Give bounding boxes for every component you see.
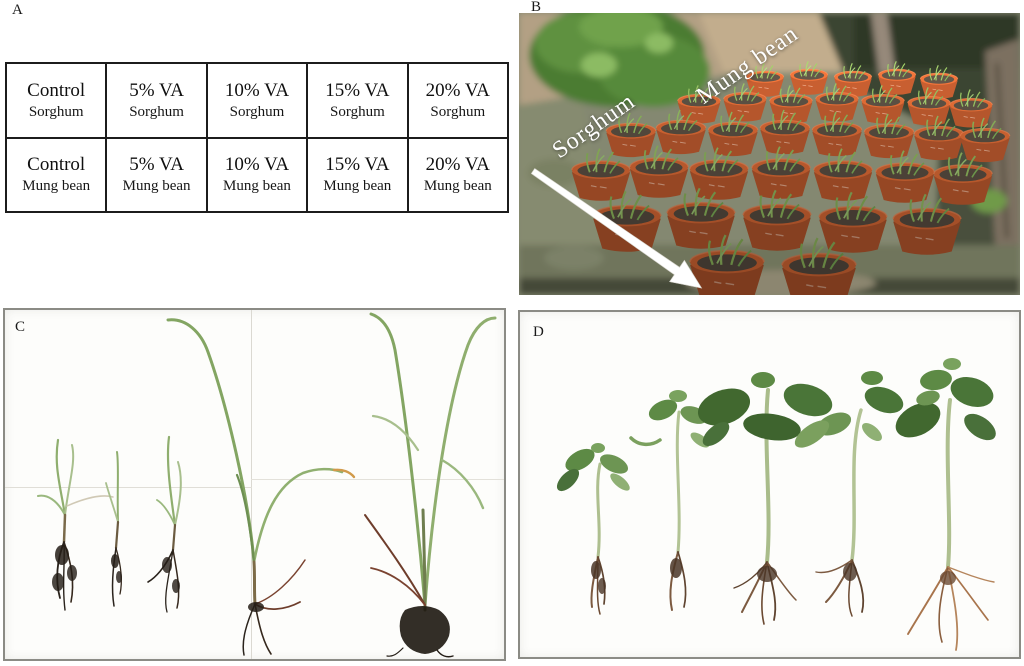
treatment-name: 20% VA — [425, 154, 490, 176]
treatment-name: 5% VA — [129, 79, 184, 101]
treatment-name: Control — [27, 154, 86, 176]
species-name: Mung bean — [122, 178, 191, 195]
treatment-name: 5% VA — [129, 154, 184, 176]
species-name: Mung bean — [323, 178, 392, 195]
panel-d-label: D — [533, 324, 544, 340]
treatment-cell: 15% VA Mung bean — [306, 136, 409, 213]
mungbean-plant — [556, 443, 630, 615]
species-name: Sorghum — [129, 103, 184, 120]
paper-seam — [251, 310, 252, 659]
treatment-name: 15% VA — [325, 79, 390, 101]
treatment-cell: 10% VA Sorghum — [205, 62, 309, 139]
treatment-name: 10% VA — [224, 79, 290, 101]
treatment-cell: 20% VA Mung bean — [406, 136, 510, 213]
treatment-name: 10% VA — [224, 154, 290, 176]
mungbean-seedlings-photo: D — [518, 310, 1021, 659]
paper-seam — [5, 487, 252, 488]
photo-scene — [519, 13, 1020, 295]
mungbean-plant — [794, 371, 904, 617]
species-name: Sorghum — [28, 103, 84, 120]
mungbean-plant — [629, 390, 710, 611]
species-name: Mung bean — [423, 178, 492, 195]
paper-seam — [251, 479, 504, 480]
panel-c-label: C — [15, 319, 26, 335]
sorghum-seedlings-photo: C — [3, 308, 506, 661]
treatment-cell: Control Mung bean — [4, 136, 108, 213]
mungbean-plant — [895, 358, 996, 651]
panel-b-label: B — [531, 0, 542, 15]
sorghum-plant — [37, 438, 114, 611]
treatment-name: 20% VA — [425, 79, 490, 101]
direction-arrow-icon — [530, 168, 703, 289]
treatment-table: Control Sorghum 5% VA Sorghum 10% VA Sor… — [4, 62, 510, 213]
species-name: Mung bean — [22, 178, 91, 195]
table-row-sorghum: Control Sorghum 5% VA Sorghum 10% VA Sor… — [4, 62, 510, 139]
sorghum-plant — [364, 312, 497, 658]
table-row-mungbean: Control Mung bean 5% VA Mung bean 10% VA… — [4, 136, 510, 213]
treatment-cell: 10% VA Mung bean — [205, 136, 309, 213]
treatment-name: 15% VA — [325, 154, 390, 176]
species-name: Mung bean — [223, 178, 291, 195]
treatment-cell: 5% VA Sorghum — [105, 62, 208, 139]
species-name: Sorghum — [430, 103, 486, 120]
treatment-cell: 15% VA Sorghum — [306, 62, 409, 139]
treatment-cell: Control Sorghum — [4, 62, 108, 139]
panel-a-label: A — [12, 2, 23, 18]
treatment-cell: 5% VA Mung bean — [105, 136, 208, 213]
experiment-pots-photo: Sorghum Mung bean — [519, 13, 1020, 295]
mungbean-seedlings-illustration — [556, 358, 996, 651]
mungbean-plant — [697, 372, 833, 625]
sorghum-plant — [166, 318, 356, 656]
species-name: Sorghum — [330, 103, 385, 120]
sorghum-plant — [105, 451, 123, 607]
treatment-cell: 20% VA Sorghum — [406, 62, 510, 139]
species-name: Sorghum — [229, 103, 285, 120]
sorghum-seedlings-illustration — [37, 312, 497, 658]
treatment-name: Control — [27, 79, 86, 101]
sorghum-plant — [147, 435, 182, 613]
